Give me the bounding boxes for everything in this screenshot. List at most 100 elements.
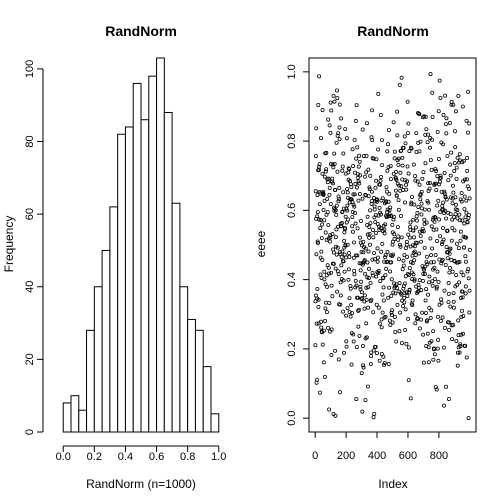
histogram-y-tick-label: 60 bbox=[24, 208, 36, 220]
scatter-point bbox=[430, 246, 435, 251]
scatter-point bbox=[450, 269, 455, 274]
scatter-point bbox=[340, 249, 345, 254]
scatter-point bbox=[452, 215, 457, 220]
scatter-point bbox=[363, 174, 367, 179]
scatter-point bbox=[368, 173, 373, 178]
scatter-point bbox=[390, 320, 395, 325]
scatter-point bbox=[378, 178, 383, 183]
scatter-point bbox=[347, 310, 352, 315]
scatter-point bbox=[407, 287, 412, 292]
scatter-point bbox=[362, 306, 367, 311]
scatter-point bbox=[319, 325, 324, 330]
scatter-point bbox=[321, 360, 326, 365]
scatter-point bbox=[422, 267, 427, 272]
scatter-point bbox=[379, 317, 384, 322]
scatter-point bbox=[361, 250, 366, 255]
scatter-point bbox=[399, 184, 404, 189]
scatter-point bbox=[315, 214, 320, 219]
scatter-point bbox=[347, 251, 352, 256]
histogram-y-axis: 0 20 40 60 80 100 bbox=[24, 60, 44, 435]
scatter-point bbox=[334, 203, 339, 208]
scatter-x-tick-label: 200 bbox=[337, 450, 355, 462]
scatter-point bbox=[384, 185, 389, 190]
scatter-point bbox=[457, 259, 462, 264]
scatter-point bbox=[356, 198, 361, 203]
scatter-point bbox=[465, 168, 470, 173]
histogram-bar bbox=[132, 82, 142, 433]
scatter-point bbox=[391, 217, 396, 222]
scatter-point bbox=[356, 164, 361, 169]
scatter-point bbox=[358, 284, 363, 289]
scatter-point bbox=[409, 200, 414, 205]
scatter-point bbox=[412, 249, 417, 254]
histogram-y-tick-label: 20 bbox=[24, 353, 36, 365]
scatter-point bbox=[444, 384, 448, 389]
scatter-point bbox=[457, 350, 462, 355]
scatter-point bbox=[337, 125, 342, 130]
scatter-point bbox=[396, 162, 401, 167]
scatter-point bbox=[418, 234, 423, 239]
scatter-point bbox=[398, 244, 403, 249]
scatter-point bbox=[433, 167, 438, 172]
scatter-point bbox=[450, 201, 455, 206]
scatter-point bbox=[387, 285, 392, 290]
scatter-point bbox=[431, 227, 436, 232]
scatter-point bbox=[446, 281, 451, 285]
scatter-point bbox=[351, 332, 356, 337]
scatter-point bbox=[423, 161, 428, 166]
scatter-point bbox=[404, 290, 409, 295]
scatter-point bbox=[448, 246, 453, 251]
scatter-point bbox=[367, 224, 372, 229]
scatter-point bbox=[415, 211, 420, 215]
scatter-point bbox=[374, 157, 379, 162]
scatter-point bbox=[388, 322, 393, 327]
scatter-point bbox=[352, 240, 356, 245]
scatter-point bbox=[354, 397, 359, 402]
scatter-point bbox=[423, 132, 428, 137]
scatter-point bbox=[344, 313, 349, 318]
scatter-point bbox=[466, 213, 471, 218]
scatter-point bbox=[376, 268, 381, 273]
scatter-point bbox=[412, 278, 417, 283]
scatter-point bbox=[420, 176, 425, 181]
scatter-point bbox=[438, 234, 443, 239]
scatter-point bbox=[452, 129, 457, 134]
scatter-point bbox=[374, 302, 379, 307]
scatter-point bbox=[387, 318, 392, 323]
scatter-point bbox=[346, 277, 351, 282]
scatter-point bbox=[335, 169, 340, 174]
scatter-point bbox=[351, 202, 356, 207]
scatter-point bbox=[346, 267, 351, 272]
scatter-point bbox=[349, 303, 354, 307]
scatter-point bbox=[335, 245, 340, 250]
scatter-point bbox=[345, 190, 350, 195]
scatter-point bbox=[459, 199, 464, 204]
scatter-point bbox=[346, 217, 351, 222]
scatter-y-tick-label: 0.8 bbox=[286, 133, 298, 148]
scatter-point bbox=[463, 259, 468, 264]
scatter-point bbox=[427, 274, 432, 279]
scatter-point bbox=[389, 214, 394, 219]
scatter-point bbox=[460, 104, 465, 109]
scatter-point bbox=[366, 276, 371, 281]
scatter-point bbox=[322, 198, 327, 203]
scatter-point bbox=[427, 180, 432, 185]
scatter-point bbox=[381, 285, 386, 290]
scatter-point bbox=[466, 276, 471, 281]
scatter-point bbox=[392, 232, 397, 237]
scatter-point bbox=[462, 245, 467, 250]
scatter-point bbox=[412, 258, 417, 263]
scatter-point bbox=[442, 211, 447, 215]
scatter-point bbox=[414, 225, 418, 230]
scatter-point bbox=[454, 339, 459, 343]
scatter-point bbox=[433, 253, 438, 258]
scatter-point bbox=[327, 407, 332, 412]
scatter-point bbox=[326, 265, 331, 270]
scatter-point bbox=[451, 190, 456, 195]
scatter-point bbox=[372, 257, 377, 262]
scatter-point bbox=[337, 250, 342, 254]
scatter-point bbox=[424, 287, 429, 292]
scatter-point bbox=[393, 329, 398, 334]
scatter-point bbox=[406, 345, 411, 350]
scatter-point bbox=[381, 354, 386, 359]
